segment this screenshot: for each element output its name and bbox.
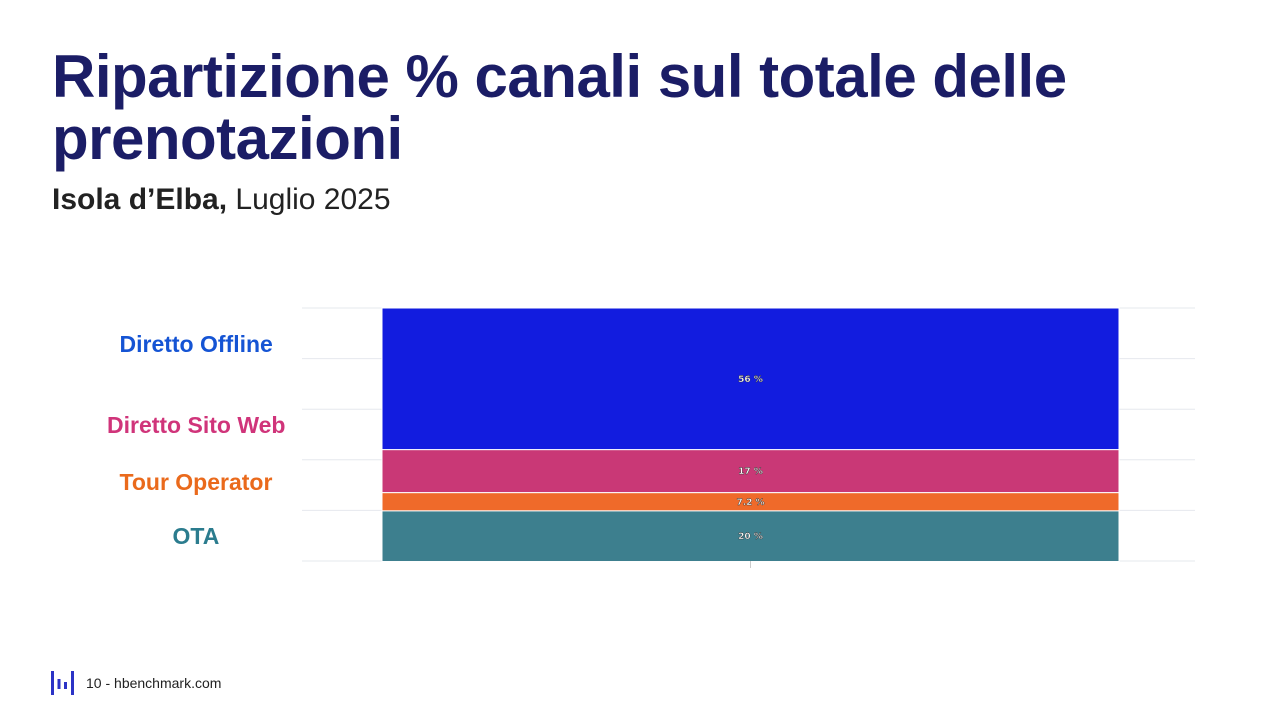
bar-segment (381, 449, 1120, 494)
footer-separator: - (101, 675, 115, 691)
footer-site: hbenchmark.com (114, 675, 222, 691)
category-label: Diretto Sito Web (107, 412, 286, 438)
category-label: Diretto Offline (119, 331, 273, 357)
hbenchmark-logo-icon (51, 671, 74, 695)
category-label: OTA (172, 523, 220, 549)
bar-segment (381, 307, 1120, 451)
footer: 10 - hbenchmark.com (50, 670, 221, 696)
bar-segment (381, 492, 1120, 512)
data-label: 7.2 % (736, 498, 764, 508)
page-number: 10 (86, 675, 102, 691)
page-title: Ripartizione % canali sul totale delle p… (52, 43, 1067, 172)
category-label: Tour Operator (119, 469, 273, 495)
data-label: 17 % (738, 467, 763, 477)
footer-text: 10 - hbenchmark.com (86, 675, 221, 691)
subtitle-period: Luglio 2025 (227, 183, 391, 216)
data-label: 56 % (738, 375, 763, 385)
data-label: 20 % (738, 532, 763, 542)
bar-segment (381, 510, 1120, 563)
page-subtitle: Isola d’Elba, Luglio 2025 (52, 182, 391, 218)
subtitle-place: Isola d’Elba, (52, 183, 228, 216)
